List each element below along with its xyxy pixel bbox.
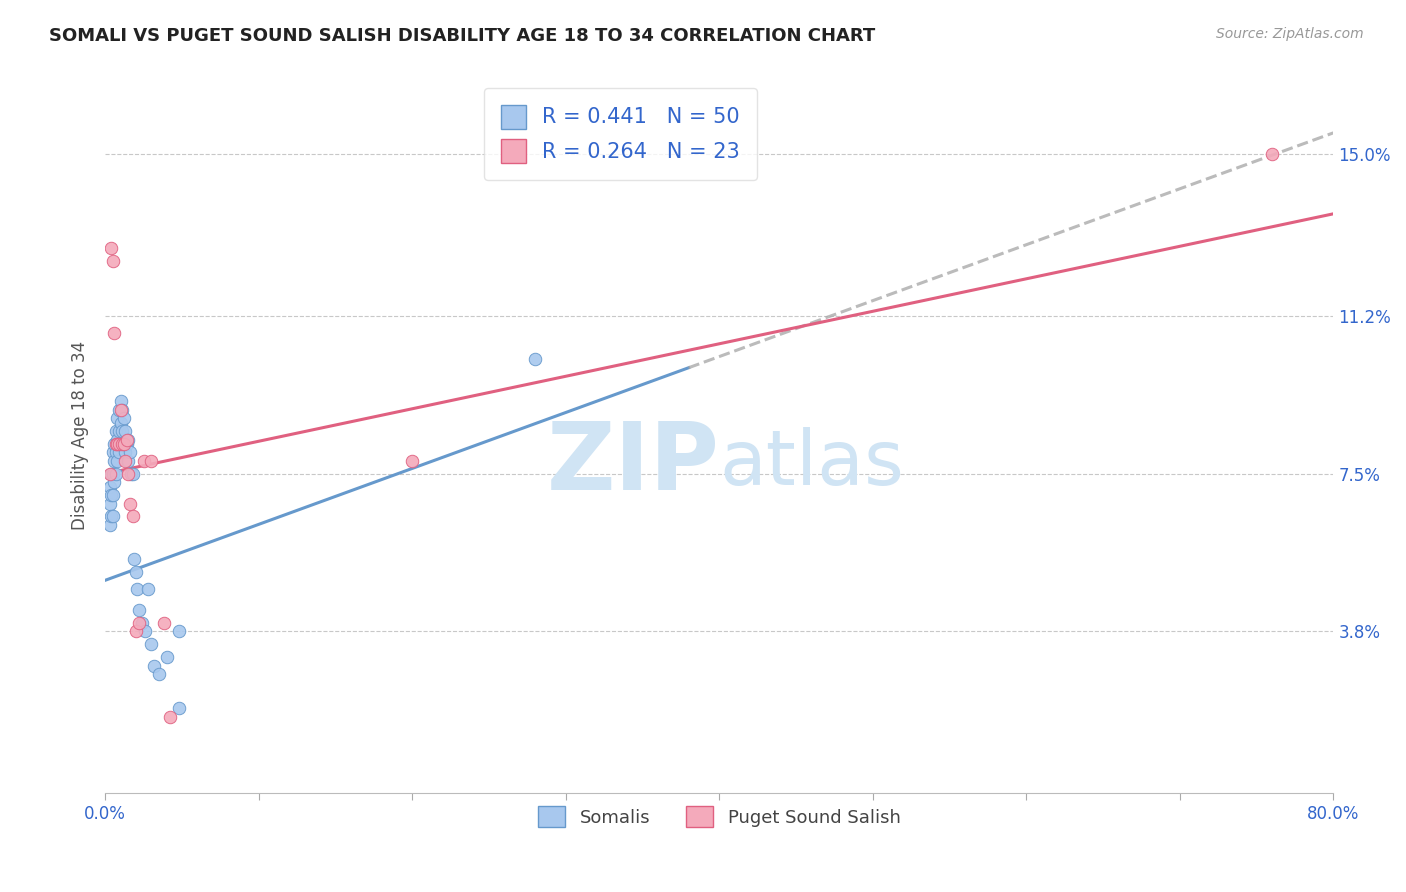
Point [107, 437, 129, 451]
Point [108, 402, 131, 417]
Point [103, 454, 125, 468]
Point [524, 351, 547, 366]
Point [100, 467, 122, 481]
Point [107, 454, 129, 468]
Point [110, 416, 132, 430]
Point [103, 326, 125, 340]
Point [118, 445, 141, 459]
Point [114, 424, 136, 438]
Point [103, 437, 125, 451]
Point [118, 497, 141, 511]
Point [141, 637, 163, 651]
Point [128, 603, 150, 617]
Text: Source: ZipAtlas.com: Source: ZipAtlas.com [1216, 27, 1364, 41]
Point [98, 467, 121, 481]
Legend: Somalis, Puget Sound Salish: Somalis, Puget Sound Salish [530, 799, 908, 834]
Point [117, 433, 139, 447]
Point [401, 454, 423, 468]
Point [125, 565, 148, 579]
Point [107, 411, 129, 425]
Text: ZIP: ZIP [547, 418, 720, 510]
Point [101, 445, 124, 459]
Point [121, 509, 143, 524]
Point [141, 454, 163, 468]
Point [104, 445, 127, 459]
Point [98, 479, 121, 493]
Point [101, 467, 124, 481]
Point [107, 433, 129, 447]
Point [156, 650, 179, 665]
Point [159, 709, 181, 723]
Point [115, 437, 138, 451]
Point [110, 402, 132, 417]
Text: atlas: atlas [720, 427, 904, 501]
Point [103, 475, 125, 490]
Point [101, 253, 124, 268]
Point [117, 467, 139, 481]
Point [104, 467, 127, 481]
Point [120, 467, 142, 481]
Point [101, 509, 124, 524]
Point [148, 667, 170, 681]
Point [104, 424, 127, 438]
Point [124, 552, 146, 566]
Point [108, 445, 131, 459]
Point [114, 445, 136, 459]
Point [111, 424, 134, 438]
Point [127, 582, 149, 596]
Point [134, 624, 156, 639]
Point [112, 437, 135, 451]
Point [167, 701, 190, 715]
Point [1261, 147, 1284, 161]
Point [112, 437, 135, 451]
Point [117, 454, 139, 468]
Point [125, 624, 148, 639]
Point [111, 437, 134, 451]
Point [131, 615, 153, 630]
Point [152, 615, 174, 630]
Point [108, 437, 131, 451]
Point [112, 411, 135, 425]
Point [115, 433, 138, 447]
Y-axis label: Disability Age 18 to 34: Disability Age 18 to 34 [72, 341, 89, 530]
Point [98, 497, 121, 511]
Point [100, 488, 122, 502]
Point [132, 454, 155, 468]
Point [100, 241, 122, 255]
Point [128, 615, 150, 630]
Point [111, 402, 134, 417]
Point [98, 517, 121, 532]
Point [143, 658, 166, 673]
Point [108, 424, 131, 438]
Point [110, 394, 132, 409]
Point [101, 488, 124, 502]
Point [136, 582, 159, 596]
Point [121, 467, 143, 481]
Point [104, 437, 127, 451]
Point [100, 509, 122, 524]
Point [114, 454, 136, 468]
Text: SOMALI VS PUGET SOUND SALISH DISABILITY AGE 18 TO 34 CORRELATION CHART: SOMALI VS PUGET SOUND SALISH DISABILITY … [49, 27, 876, 45]
Point [167, 624, 190, 639]
